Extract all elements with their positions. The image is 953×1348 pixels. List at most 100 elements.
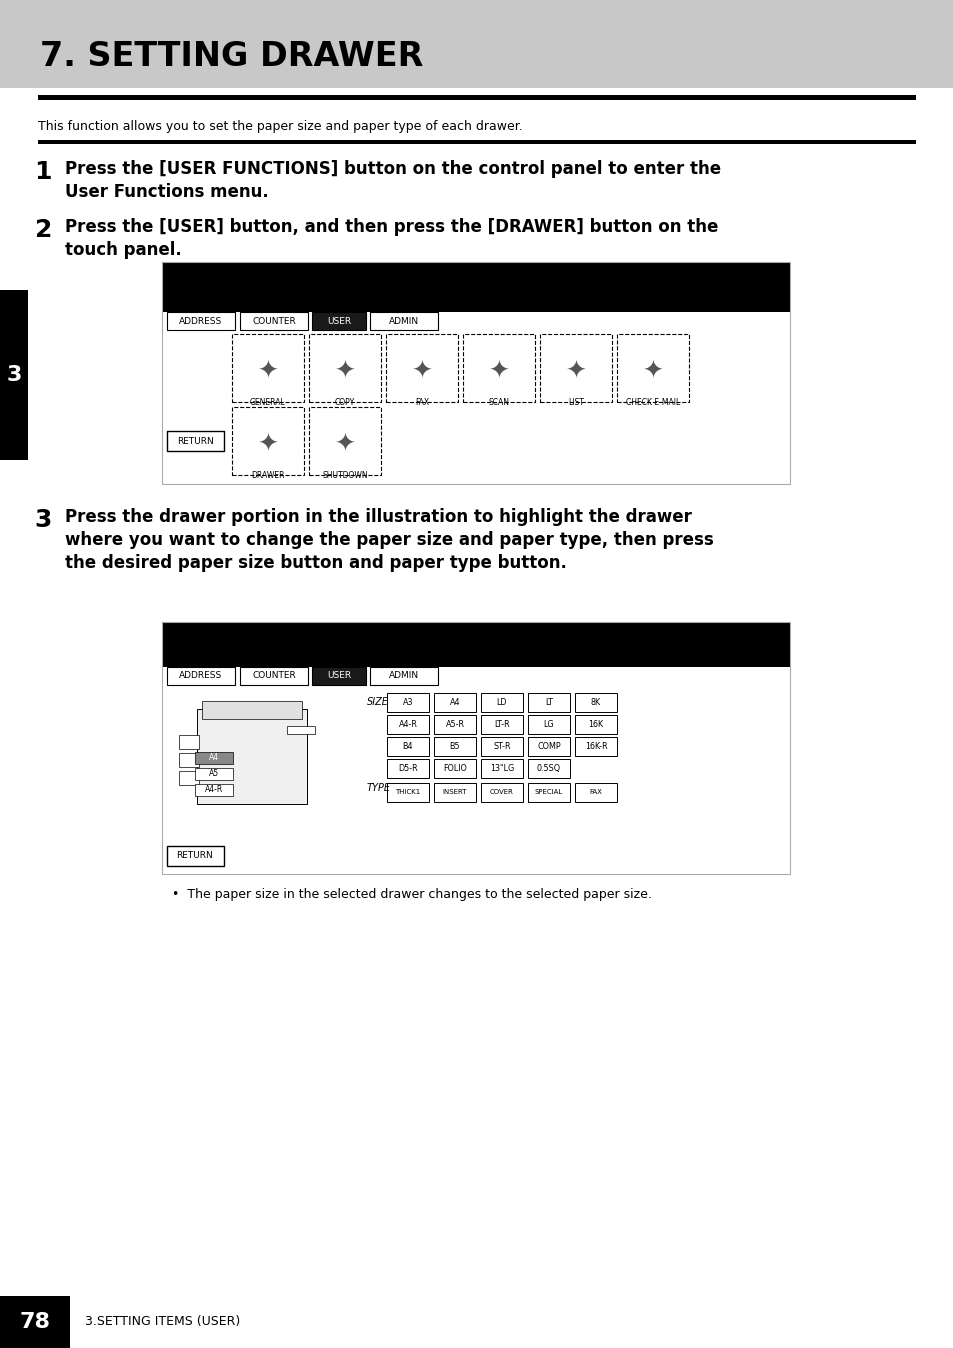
Text: CHECK E-MAIL: CHECK E-MAIL xyxy=(625,398,679,407)
Bar xyxy=(575,693,617,712)
Bar xyxy=(434,693,476,712)
Text: A5-R: A5-R xyxy=(445,720,464,729)
Text: ADDRESS: ADDRESS xyxy=(179,671,222,681)
Text: the desired paper size button and paper type button.: the desired paper size button and paper … xyxy=(65,554,566,572)
Text: 7. SETTING DRAWER: 7. SETTING DRAWER xyxy=(40,39,423,73)
Text: COVER: COVER xyxy=(490,790,514,795)
Text: A3: A3 xyxy=(402,698,413,706)
Text: A4-R: A4-R xyxy=(205,786,223,794)
Bar xyxy=(387,783,429,802)
Bar xyxy=(312,667,366,685)
Text: ST-R: ST-R xyxy=(493,741,510,751)
Bar xyxy=(620,346,684,398)
Text: RETURN: RETURN xyxy=(177,437,213,445)
Text: ADMIN: ADMIN xyxy=(389,671,418,681)
Bar xyxy=(235,346,299,398)
Bar xyxy=(312,311,366,330)
Bar xyxy=(202,701,302,718)
Bar xyxy=(387,759,429,778)
Bar xyxy=(287,727,314,735)
Text: D5-R: D5-R xyxy=(397,764,417,772)
Bar xyxy=(194,768,233,780)
Bar xyxy=(370,311,437,330)
Text: Press the drawer portion in the illustration to highlight the drawer: Press the drawer portion in the illustra… xyxy=(65,508,691,526)
Bar xyxy=(575,714,617,735)
Text: ADMIN: ADMIN xyxy=(389,317,418,325)
Text: COPY: COPY xyxy=(335,398,355,407)
Bar xyxy=(167,667,234,685)
Bar xyxy=(387,693,429,712)
Text: GENERAL: GENERAL xyxy=(250,398,286,407)
Text: SIZE: SIZE xyxy=(367,697,389,706)
Bar xyxy=(313,346,376,398)
Text: 0.5SQ: 0.5SQ xyxy=(537,764,560,772)
Text: TYPE: TYPE xyxy=(367,783,391,793)
Bar xyxy=(309,407,380,474)
Bar xyxy=(38,94,915,100)
Bar xyxy=(194,752,233,764)
Text: ✦: ✦ xyxy=(335,433,355,457)
Text: Press the [USER] button, and then press the [DRAWER] button on the: Press the [USER] button, and then press … xyxy=(65,218,718,236)
Bar xyxy=(194,785,233,797)
Bar xyxy=(527,759,569,778)
Bar xyxy=(462,334,535,402)
Bar xyxy=(480,737,522,756)
Text: LD: LD xyxy=(497,698,507,706)
Bar xyxy=(162,311,789,484)
Text: 8K: 8K xyxy=(590,698,600,706)
Text: Press the [USER FUNCTIONS] button on the control panel to enter the: Press the [USER FUNCTIONS] button on the… xyxy=(65,160,720,178)
Text: SPECIAL: SPECIAL xyxy=(535,790,562,795)
Bar xyxy=(38,140,915,144)
Text: A4-R: A4-R xyxy=(398,720,417,729)
Text: 1: 1 xyxy=(34,160,52,183)
Text: 16K: 16K xyxy=(588,720,603,729)
Bar xyxy=(167,311,234,330)
Text: 3: 3 xyxy=(7,365,22,386)
Text: LG: LG xyxy=(543,720,554,729)
Text: User Functions menu.: User Functions menu. xyxy=(65,183,269,201)
Bar xyxy=(240,667,308,685)
Text: INSERT: INSERT xyxy=(442,790,467,795)
Bar xyxy=(179,771,199,785)
Bar xyxy=(0,1295,70,1348)
Text: ✦: ✦ xyxy=(565,360,586,384)
Bar xyxy=(527,693,569,712)
Text: A4: A4 xyxy=(209,754,219,763)
Bar xyxy=(434,714,476,735)
Bar xyxy=(0,1295,70,1299)
Bar xyxy=(575,783,617,802)
Bar xyxy=(539,334,612,402)
Text: USER: USER xyxy=(327,317,351,325)
Text: 3.SETTING ITEMS (USER): 3.SETTING ITEMS (USER) xyxy=(85,1316,240,1329)
Bar xyxy=(527,783,569,802)
Bar xyxy=(617,334,688,402)
Text: THICK1: THICK1 xyxy=(395,790,420,795)
Bar xyxy=(0,0,953,88)
Bar xyxy=(480,759,522,778)
Bar xyxy=(167,431,224,452)
Text: COMP: COMP xyxy=(537,741,560,751)
Bar xyxy=(387,737,429,756)
Text: B5: B5 xyxy=(449,741,460,751)
Bar xyxy=(162,262,789,484)
Bar xyxy=(162,262,789,484)
Bar xyxy=(232,334,304,402)
Text: LT: LT xyxy=(544,698,553,706)
Text: RETURN: RETURN xyxy=(176,852,213,860)
Text: LIST: LIST xyxy=(567,398,583,407)
Bar xyxy=(0,290,28,460)
Bar xyxy=(467,346,531,398)
Text: 2: 2 xyxy=(34,218,52,243)
Bar xyxy=(167,847,224,865)
Text: ✦: ✦ xyxy=(335,360,355,384)
Text: LT-R: LT-R xyxy=(494,720,509,729)
Text: ✦: ✦ xyxy=(641,360,662,384)
Bar xyxy=(480,714,522,735)
Text: •  The paper size in the selected drawer changes to the selected paper size.: • The paper size in the selected drawer … xyxy=(172,888,651,900)
Bar xyxy=(575,737,617,756)
Text: 3: 3 xyxy=(34,508,52,532)
Text: 13"LG: 13"LG xyxy=(489,764,514,772)
Text: A4: A4 xyxy=(449,698,459,706)
Bar xyxy=(162,621,789,874)
Bar xyxy=(527,714,569,735)
